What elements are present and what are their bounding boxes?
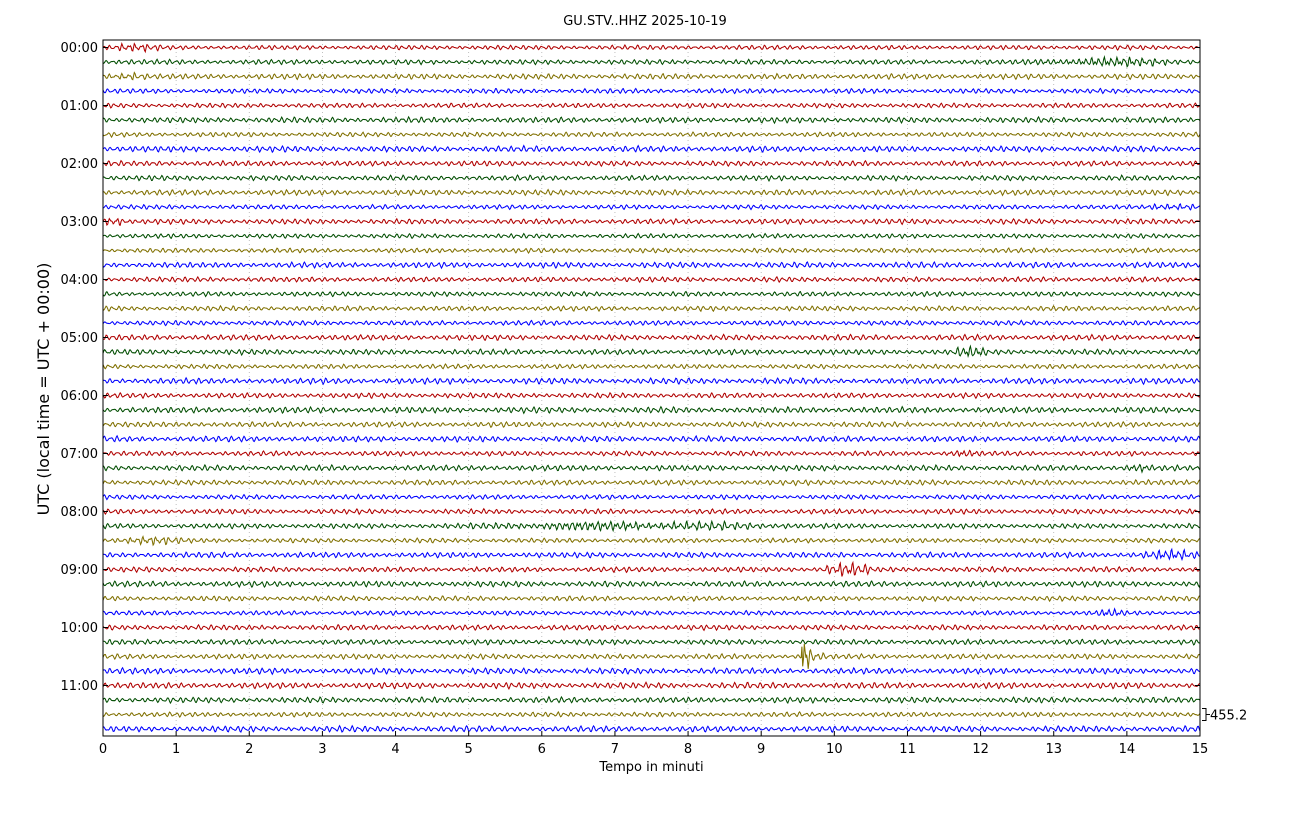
trace-row xyxy=(102,188,1201,197)
x-tick-label: 0 xyxy=(99,742,107,757)
trace-row xyxy=(102,463,1201,474)
x-tick-label: 1 xyxy=(172,742,180,757)
y-axis: 00:00 01:00 02:00 03:00 04:00 05:00 06:00 07:00… xyxy=(61,41,1200,694)
x-tick-label: 4 xyxy=(391,742,399,757)
trace-row xyxy=(102,42,1201,54)
trace-row xyxy=(102,535,1201,547)
plot-frame xyxy=(102,39,1201,737)
y-tick-label: 03:00 xyxy=(61,215,98,230)
trace-row xyxy=(102,594,1201,603)
grid-lines xyxy=(175,40,1128,736)
trace-row xyxy=(102,232,1201,240)
y-tick-label: 06:00 xyxy=(61,389,98,404)
y-tick-label: 02:00 xyxy=(61,157,98,172)
trace-row xyxy=(102,260,1201,270)
x-axis-label: Tempo in minuti xyxy=(598,760,703,775)
trace-row xyxy=(102,507,1201,516)
trace-row xyxy=(102,131,1201,139)
trace-row xyxy=(102,560,1201,577)
trace-row xyxy=(102,434,1201,444)
trace-row xyxy=(102,478,1201,487)
amplitude-scale: 455.2 xyxy=(1202,708,1247,724)
y-tick-label: 05:00 xyxy=(61,331,98,346)
trace-row xyxy=(102,275,1201,284)
trace-row xyxy=(102,363,1201,370)
trace-row xyxy=(102,681,1201,690)
y-tick-label: 08:00 xyxy=(61,505,98,520)
trace-row xyxy=(102,493,1201,501)
trace-row xyxy=(102,376,1201,386)
x-tick-label: 10 xyxy=(826,742,843,757)
trace-row xyxy=(102,333,1201,342)
trace-row xyxy=(102,710,1201,718)
x-tick-label: 9 xyxy=(757,742,765,757)
trace-row xyxy=(102,644,1201,669)
trace-row xyxy=(102,55,1201,68)
trace-row xyxy=(102,666,1201,676)
trace-row xyxy=(102,405,1201,415)
x-tick-label: 14 xyxy=(1119,742,1136,757)
trace-row xyxy=(102,71,1201,81)
trace-row xyxy=(102,217,1201,226)
x-tick-label: 6 xyxy=(538,742,546,757)
trace-row xyxy=(102,159,1201,168)
trace-row xyxy=(102,174,1201,182)
traces xyxy=(102,42,1201,733)
trace-row xyxy=(102,203,1201,211)
x-tick-label: 15 xyxy=(1192,742,1209,757)
trace-row xyxy=(102,638,1201,646)
y-axis-label: UTC (local time = UTC + 00:00) xyxy=(34,263,53,516)
trace-row xyxy=(102,580,1201,589)
trace-row xyxy=(102,102,1201,109)
trace-row xyxy=(102,623,1201,632)
trace-row xyxy=(102,87,1201,95)
chart-title: GU.STV..HHZ 2025-10-19 xyxy=(563,14,727,29)
trace-row xyxy=(102,547,1201,562)
trace-row xyxy=(102,144,1201,154)
trace-row xyxy=(102,290,1201,298)
y-tick-label: 07:00 xyxy=(61,447,98,462)
x-tick-label: 13 xyxy=(1045,742,1062,757)
trace-row xyxy=(102,420,1201,429)
x-tick-label: 7 xyxy=(611,742,619,757)
trace-row xyxy=(102,391,1201,400)
x-tick-label: 3 xyxy=(318,742,326,757)
trace-row xyxy=(102,319,1201,327)
trace-row xyxy=(102,344,1201,358)
y-tick-label: 01:00 xyxy=(61,99,98,114)
x-tick-label: 5 xyxy=(465,742,473,757)
y-tick-label: 04:00 xyxy=(61,273,98,288)
x-axis: 0 1 2 3 4 5 6 7 8 9 10 11 12 13 14 15 xyxy=(99,731,1208,757)
y-tick-label: 11:00 xyxy=(61,679,98,694)
trace-row xyxy=(102,695,1201,705)
trace-row xyxy=(102,247,1201,254)
x-tick-label: 12 xyxy=(972,742,989,757)
trace-row xyxy=(102,607,1201,617)
scale-label: 455.2 xyxy=(1210,709,1247,724)
trace-row xyxy=(102,449,1201,458)
y-tick-label: 10:00 xyxy=(61,621,98,636)
x-tick-label: 8 xyxy=(684,742,692,757)
scale-bracket xyxy=(1202,708,1207,721)
x-tick-label: 11 xyxy=(899,742,916,757)
trace-row xyxy=(102,724,1201,733)
y-tick-label: 09:00 xyxy=(61,563,98,578)
trace-row xyxy=(102,304,1201,313)
x-tick-label: 2 xyxy=(245,742,253,757)
trace-row xyxy=(102,519,1201,533)
trace-row xyxy=(102,115,1201,125)
y-tick-label: 00:00 xyxy=(61,41,98,56)
